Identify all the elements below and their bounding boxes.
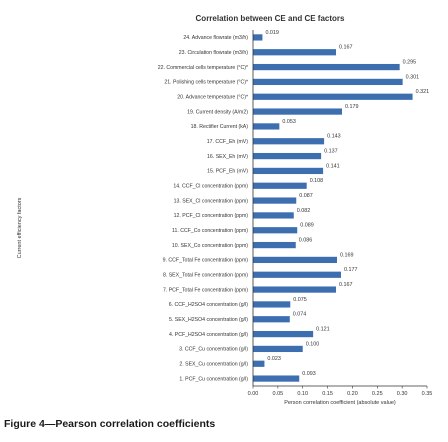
bar	[253, 212, 294, 219]
category-label: 11. CCF_Co concentration (ppm)	[172, 228, 248, 234]
data-label: 0.023	[267, 356, 281, 362]
category-label: 22. Commercial cells temperature (°C)*	[158, 65, 248, 71]
x-tick-label: 0.25	[372, 391, 383, 397]
category-label: 21. Polishing cells temperature (°C)*	[164, 80, 248, 86]
category-label: 17. CCF_Eh (mV)	[207, 139, 248, 145]
data-label: 0.053	[282, 119, 296, 125]
bar	[253, 34, 263, 41]
bar	[253, 49, 337, 56]
bar	[253, 330, 314, 338]
category-label: 8. SEX_Total Fe concentration (ppm)	[163, 273, 248, 279]
category-label: 13. SEX_Cl concentration (ppm)	[174, 198, 249, 204]
bar	[253, 360, 265, 367]
data-label: 0.086	[299, 237, 313, 243]
data-label: 0.295	[403, 59, 417, 65]
data-label: 0.100	[306, 341, 320, 347]
y-axis-label: Current efficiency factors	[17, 197, 23, 258]
category-labels: 24. Advance flowrate (m3/h) 23. Circulati…	[158, 35, 249, 382]
data-label: 0.137	[324, 148, 338, 154]
data-label: 0.321	[416, 89, 430, 95]
data-label: 0.089	[300, 223, 314, 229]
category-label: 3. CCF_Cu concentration (g/l)	[179, 347, 248, 353]
data-label: 0.167	[339, 282, 353, 288]
data-label: 0.075	[293, 297, 307, 303]
x-axis-label: Person correlation coefficient (absolute…	[284, 400, 396, 406]
category-label: 4. PCF_H2SO4 concentration (g/l)	[169, 332, 248, 338]
data-label: 0.087	[299, 193, 313, 199]
bar	[253, 152, 322, 160]
x-tick-label: 0.35	[422, 391, 433, 397]
category-label: 15. PCF_Eh (mV)	[207, 169, 248, 175]
bar	[253, 271, 341, 278]
data-label: 0.177	[344, 267, 358, 273]
bars-layer	[253, 34, 413, 382]
bar	[253, 256, 338, 264]
category-label: 24. Advance flowrate (m3/h)	[183, 35, 248, 41]
bar	[253, 167, 324, 175]
bar	[253, 301, 291, 308]
x-axis-ticks: 0.00 0.05 0.10 0.15 0.20 0.25 0.30 0.35	[248, 386, 433, 397]
category-label: 5. SEX_H2SO4 concentration (g/l)	[169, 317, 248, 323]
figure-caption: Figure 4—Pearson correlation coefficient…	[4, 418, 216, 430]
category-label: 9. CCF_Total Fe concentration (ppm)	[163, 258, 249, 264]
data-labels: 0.019 0.167 0.295 0.301 0.321 0.179 0.053 0.143…	[265, 30, 429, 377]
x-tick-label: 0.30	[397, 391, 408, 397]
x-tick-label: 0.10	[297, 391, 308, 397]
bar	[253, 63, 400, 71]
data-label: 0.143	[327, 134, 341, 140]
data-label: 0.141	[326, 163, 340, 169]
category-label: 23. Circulation flowrate (m3/h)	[179, 50, 248, 56]
bar	[253, 241, 296, 249]
category-label: 12. PCF_Cl concentration (ppm)	[174, 213, 249, 219]
category-label: 16. SEX_Eh (mV)	[207, 154, 248, 160]
x-tick-label: 0.15	[322, 391, 333, 397]
category-label: 10. SEX_Co concentration (ppm)	[172, 243, 248, 249]
bar	[253, 93, 413, 100]
bar	[253, 138, 325, 145]
x-tick-label: 0.20	[347, 391, 358, 397]
bar	[253, 197, 297, 204]
data-label: 0.019	[265, 30, 279, 36]
bar	[253, 316, 290, 323]
category-label: 7. PCF_Total Fe concentration (ppm)	[163, 287, 248, 293]
category-label: 6. CCF_H2SO4 concentration (g/l)	[169, 302, 249, 308]
bar	[253, 345, 303, 353]
data-label: 0.301	[406, 74, 420, 80]
bar	[253, 375, 300, 382]
category-label: 18. Rectifier Current (kA)	[191, 124, 249, 130]
data-label: 0.108	[310, 178, 324, 184]
bar	[253, 78, 403, 86]
bar	[253, 286, 337, 293]
bar	[253, 123, 280, 130]
data-label: 0.121	[316, 326, 330, 332]
data-label: 0.093	[302, 371, 316, 377]
x-tick-label: 0.05	[272, 391, 283, 397]
data-label: 0.074	[293, 312, 307, 318]
data-label: 0.082	[297, 208, 311, 214]
category-label: 1. PCF_Cu concentration (g/l)	[179, 376, 248, 382]
chart-title: Correlation between CE and CE factors	[196, 14, 345, 23]
bar	[253, 227, 298, 234]
category-label: 14. CCF_Cl concentration (ppm)	[173, 184, 248, 190]
data-label: 0.179	[345, 104, 359, 110]
category-label: 19. Current density (A/m2)	[187, 109, 248, 115]
bar	[253, 182, 307, 189]
category-label: 2. SEX_Cu concentration (g/l)	[179, 362, 248, 368]
x-tick-label: 0.00	[248, 391, 259, 397]
bar	[253, 108, 342, 115]
category-label: 20. Advance temperature (°C)*	[177, 95, 248, 101]
data-label: 0.169	[340, 252, 354, 258]
data-label: 0.167	[339, 45, 353, 51]
